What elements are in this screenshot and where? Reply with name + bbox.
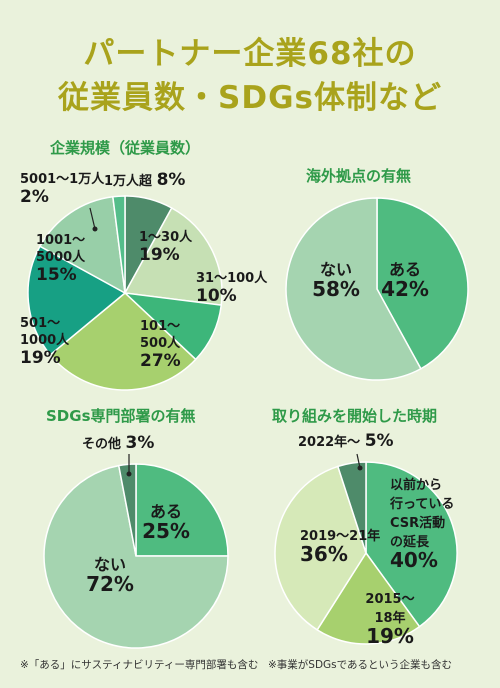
pie-slice	[376, 197, 469, 370]
slice-label: 1～30人	[139, 229, 193, 245]
chart-title-start-period: 取り組みを開始した時期	[272, 407, 438, 425]
slice-label: 1万人超 8%	[104, 170, 185, 190]
pie-slice	[43, 464, 229, 649]
pie-slice	[27, 245, 127, 356]
slice-percent: 36%	[300, 542, 348, 566]
pie-slice	[49, 292, 197, 391]
slice-percent: 8%	[157, 170, 186, 190]
pie-slice	[135, 463, 229, 557]
slice-percent: 27%	[140, 351, 181, 371]
slice-label: CSR活動	[390, 515, 445, 531]
slice-percent: 25%	[142, 519, 190, 543]
slice-percent: 40%	[390, 548, 438, 572]
slice-label: 31～100人	[196, 270, 268, 286]
pie-slice	[365, 461, 458, 628]
footnote-right: ※事業がSDGsであるという企業も含む	[268, 659, 453, 671]
slice-label: 1000人	[20, 332, 70, 348]
slice-label: 501～	[20, 316, 60, 331]
slice-percent: 15%	[36, 265, 77, 285]
title-line-2: 従業員数・SDGs体制など	[58, 80, 442, 116]
slice-label: 5001～1万人	[20, 171, 105, 187]
slice-label: 2022年～ 5%	[298, 431, 394, 451]
slice-percent: 42%	[381, 277, 429, 301]
pie-slice	[117, 463, 137, 557]
slice-label: 18年	[374, 610, 405, 626]
pie-slice	[38, 195, 126, 295]
pie-slice	[316, 551, 421, 645]
slice-percent: 19%	[139, 245, 180, 265]
chart-title-sdgs-department: SDGs専門部署の有無	[46, 407, 196, 425]
slice-percent: 2%	[20, 187, 49, 207]
slice-label: ない	[94, 555, 126, 574]
slice-percent: 72%	[86, 572, 134, 596]
slice-percent: 19%	[366, 624, 414, 648]
slice-percent: 5%	[365, 431, 394, 451]
slice-label: 1001～	[36, 233, 85, 248]
slice-label: 101～	[140, 319, 180, 334]
slice-percent: 10%	[196, 286, 237, 306]
pie-slice	[123, 206, 223, 306]
pie-slice	[274, 465, 367, 631]
slice-label: 以前から	[390, 477, 442, 493]
slice-label: 2019～21年	[300, 528, 380, 544]
slice-percent: 3%	[126, 433, 155, 453]
leader-line	[89, 207, 96, 230]
slice-label: ある	[389, 260, 421, 279]
chart-title-overseas-base: 海外拠点の有無	[306, 167, 412, 185]
slice-percent: 58%	[312, 277, 360, 301]
slice-label: 行っている	[389, 496, 454, 512]
slice-label: 5000人	[36, 249, 86, 265]
pie-slice	[285, 197, 422, 381]
slice-label: 500人	[140, 335, 181, 351]
leader-dot	[357, 465, 363, 471]
slice-percent: 19%	[20, 348, 61, 368]
slice-label: ある	[150, 502, 182, 521]
slice-label: 2015～	[365, 592, 414, 607]
pie-slice	[336, 461, 367, 554]
pie-slice	[112, 195, 126, 294]
leader-dot	[126, 471, 132, 477]
title-line-1: パートナー企業68社の	[83, 36, 417, 72]
slice-label: その他 3%	[82, 433, 154, 453]
slice-label: ない	[320, 260, 352, 279]
footnote-left: ※「ある」にサスティナビリティー専門部署も含む	[20, 659, 259, 671]
chart-title-company-size: 企業規模（従業員数）	[50, 139, 201, 157]
leader-dot	[92, 226, 98, 232]
slice-label: の延長	[390, 534, 430, 550]
